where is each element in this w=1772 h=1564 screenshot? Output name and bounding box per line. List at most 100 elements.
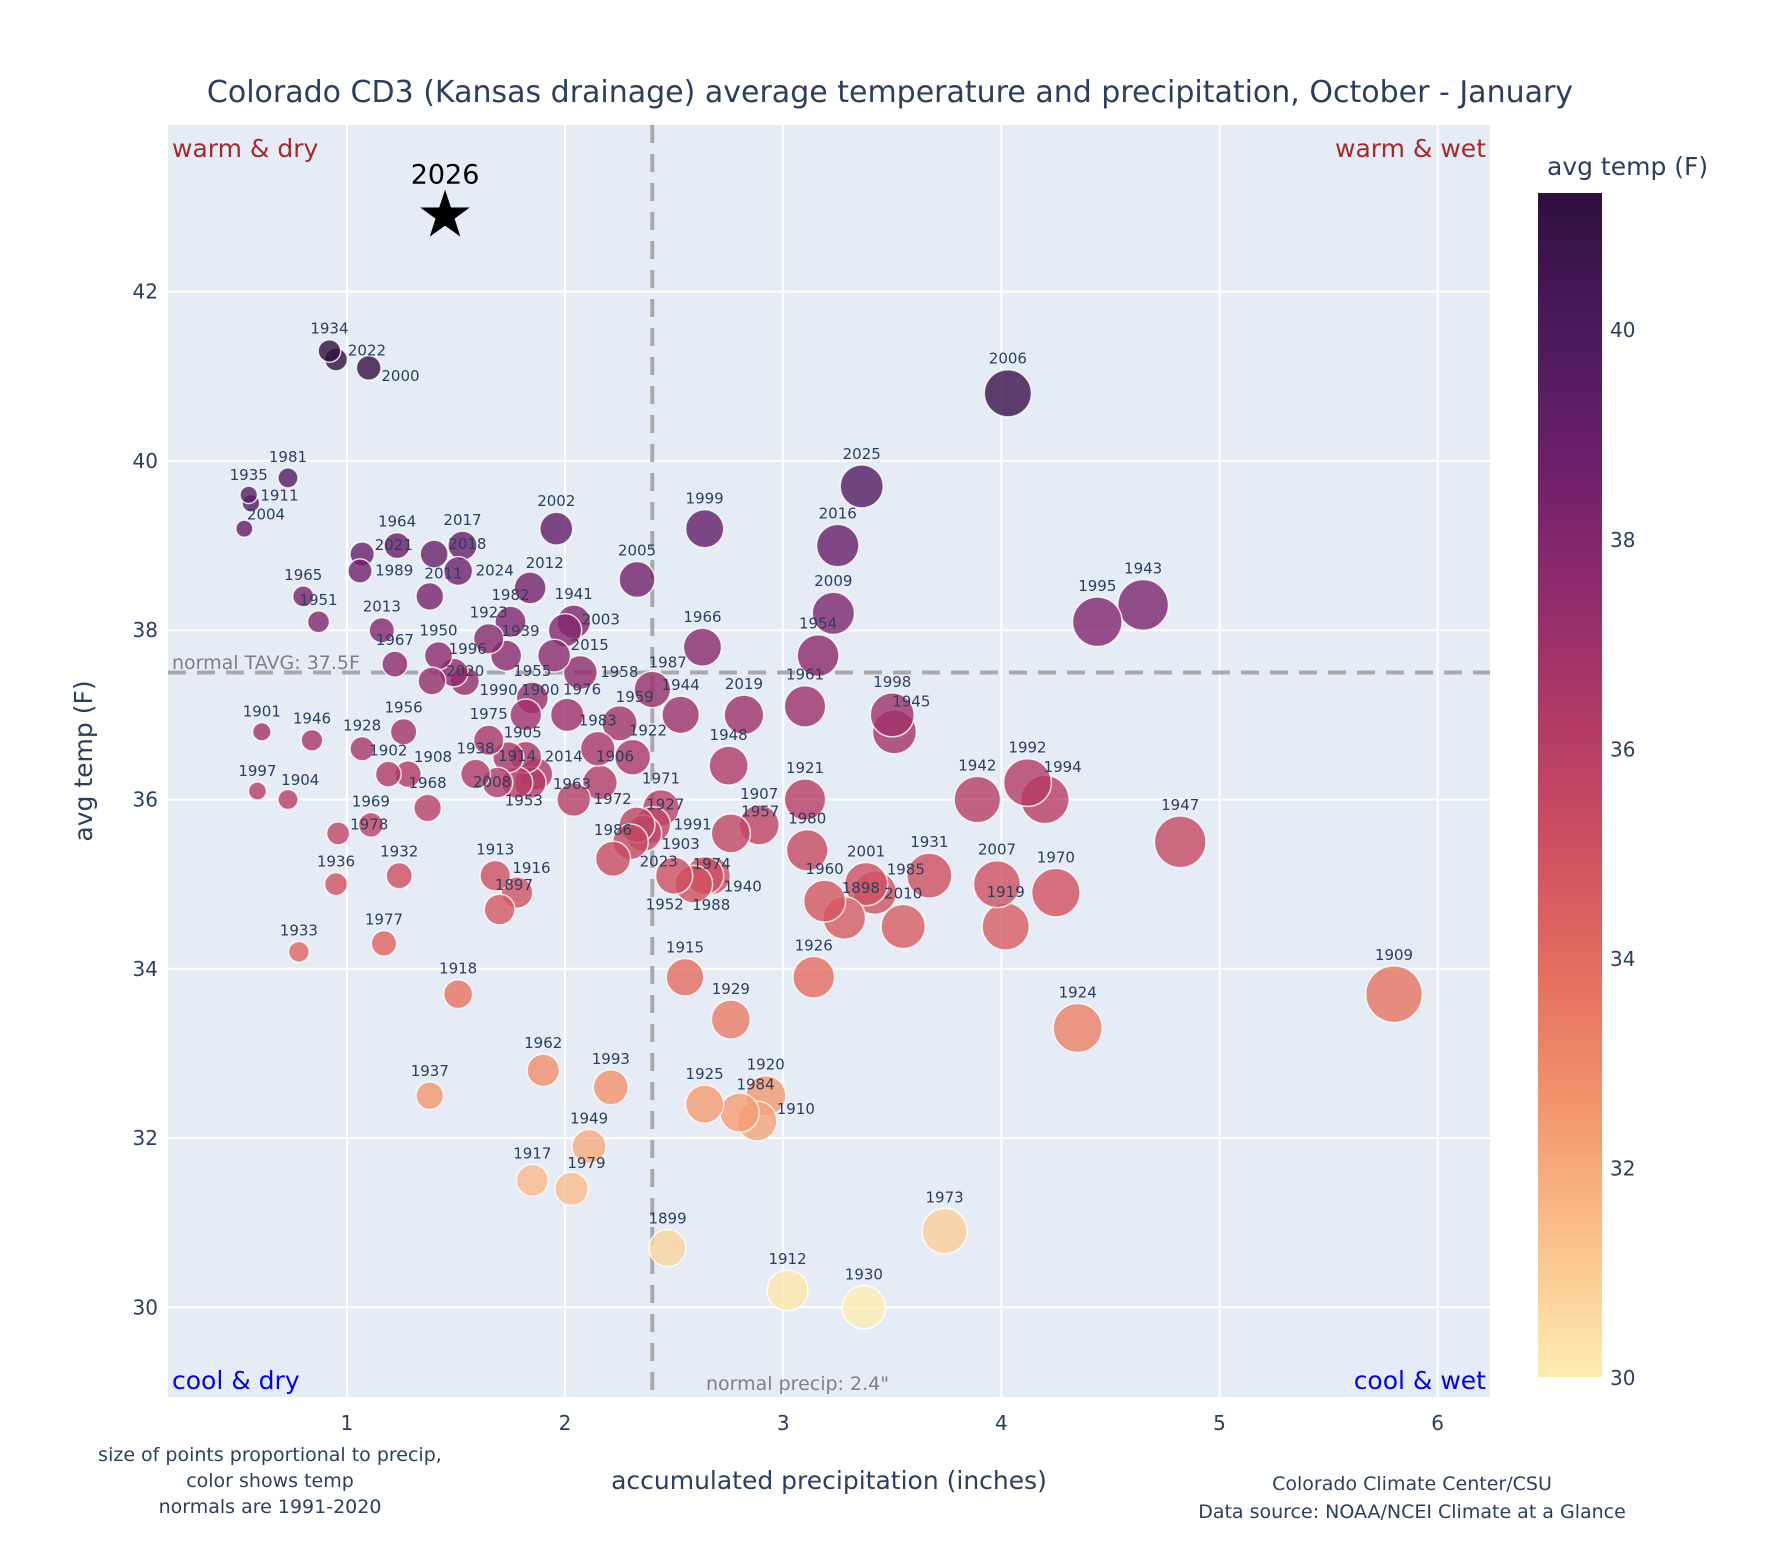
highlight-label: 2026	[411, 160, 480, 191]
data-point-1924	[1052, 1002, 1103, 1054]
point-label-1970: 1970	[1037, 848, 1075, 866]
point-label-2014: 2014	[545, 748, 583, 766]
point-label-1937: 1937	[411, 1062, 449, 1080]
point-label-1982: 1982	[491, 586, 529, 604]
data-point-1999	[684, 508, 725, 549]
colorbar-tick-label: 38	[1610, 528, 1635, 552]
data-point-1998	[869, 692, 915, 738]
point-label-1996: 1996	[449, 640, 487, 658]
data-point-1918	[442, 978, 474, 1010]
data-points	[235, 338, 1424, 1330]
point-label-1911: 1911	[260, 486, 298, 504]
data-point-1973	[921, 1207, 969, 1255]
data-point-1919	[981, 902, 1031, 951]
point-label-1986: 1986	[594, 821, 632, 839]
data-point-1938	[460, 758, 492, 790]
quadrant-warm-wet: warm & wet	[1335, 134, 1486, 163]
point-label-1958: 1958	[600, 663, 638, 681]
point-label-1975: 1975	[470, 705, 508, 723]
point-label-1938: 1938	[457, 739, 495, 757]
point-label-1921: 1921	[786, 759, 824, 777]
point-label-1898: 1898	[842, 879, 880, 897]
point-label-2004: 2004	[247, 506, 285, 524]
point-label-1973: 1973	[926, 1188, 964, 1206]
normal-temp-label: normal TAVG: 37.5F	[172, 652, 360, 674]
data-point-2002	[539, 511, 574, 546]
data-point-1958	[562, 654, 598, 691]
y-axis-title: avg temp (F)	[69, 680, 98, 841]
point-label-1979: 1979	[567, 1154, 605, 1172]
point-label-2017: 2017	[443, 511, 481, 529]
point-label-1955: 1955	[513, 662, 551, 680]
data-point-1917	[515, 1163, 550, 1198]
point-label-1953: 1953	[505, 791, 543, 809]
point-label-1909: 1909	[1375, 946, 1413, 964]
data-point-1970	[1030, 867, 1081, 918]
point-label-1980: 1980	[788, 810, 826, 828]
point-label-1954: 1954	[799, 615, 837, 633]
y-tick-label: 32	[133, 1126, 158, 1150]
point-label-2006: 2006	[989, 350, 1027, 368]
point-label-1907: 1907	[740, 785, 778, 803]
point-label-2012: 2012	[526, 554, 564, 572]
point-label-1959: 1959	[616, 688, 654, 706]
point-label-1906: 1906	[596, 747, 634, 765]
data-point-1957	[710, 813, 752, 854]
data-point-1915	[665, 957, 705, 997]
point-label-1904: 1904	[281, 771, 319, 789]
data-point-2009	[811, 591, 856, 636]
data-point-1967	[381, 650, 409, 678]
data-point-1936	[323, 871, 349, 897]
data-point-1965	[291, 585, 315, 608]
data-point-2000	[355, 354, 382, 381]
data-point-1933	[287, 940, 311, 963]
point-label-1984: 1984	[736, 1075, 774, 1093]
point-label-1944: 1944	[662, 676, 700, 694]
point-label-2013: 2013	[363, 598, 401, 616]
point-label-1924: 1924	[1059, 984, 1097, 1002]
point-label-2015: 2015	[571, 636, 609, 654]
point-label-1967: 1967	[376, 631, 414, 649]
point-label-1936: 1936	[317, 853, 355, 871]
footnote-left-line: color shows temp	[186, 1470, 354, 1492]
point-label-1965: 1965	[284, 566, 322, 584]
point-label-2001: 2001	[847, 843, 885, 861]
data-point-1946	[300, 728, 324, 752]
x-tick-label: 6	[1431, 1411, 1444, 1435]
data-point-1928	[349, 735, 376, 762]
y-tick-label: 38	[133, 618, 158, 642]
data-point-1954	[796, 633, 840, 678]
point-label-1945: 1945	[892, 692, 930, 710]
x-tick-label: 3	[777, 1411, 790, 1435]
data-point-1960	[802, 879, 847, 923]
data-point-1961	[783, 684, 827, 728]
colorbar-tick-label: 32	[1610, 1156, 1635, 1180]
data-point-1913	[479, 859, 512, 892]
point-label-2002: 2002	[537, 492, 575, 510]
plot-area	[168, 125, 1490, 1397]
x-tick-label: 5	[1213, 1411, 1226, 1435]
point-label-1995: 1995	[1078, 577, 1116, 595]
data-point-2001	[843, 861, 889, 907]
point-label-2019: 2019	[725, 675, 763, 693]
point-label-1903: 1903	[662, 835, 700, 853]
point-label-1976: 1976	[563, 680, 601, 698]
quadrant-warm-dry: warm & dry	[172, 134, 318, 163]
chart-title: Colorado CD3 (Kansas drainage) average t…	[207, 75, 1573, 110]
point-label-2005: 2005	[618, 542, 656, 560]
data-point-1923	[472, 622, 505, 655]
point-label-2018: 2018	[448, 535, 486, 553]
point-label-1912: 1912	[768, 1250, 806, 1268]
data-point-2018	[419, 539, 449, 569]
point-label-2024: 2024	[476, 562, 514, 580]
data-point-1925	[684, 1084, 725, 1125]
point-label-1919: 1919	[987, 883, 1025, 901]
data-point-1968	[413, 793, 443, 823]
point-label-1923: 1923	[470, 604, 508, 622]
point-label-1952: 1952	[646, 895, 684, 913]
data-point-1962	[526, 1053, 561, 1088]
point-label-1902: 1902	[369, 741, 407, 759]
data-point-1966	[682, 627, 723, 667]
